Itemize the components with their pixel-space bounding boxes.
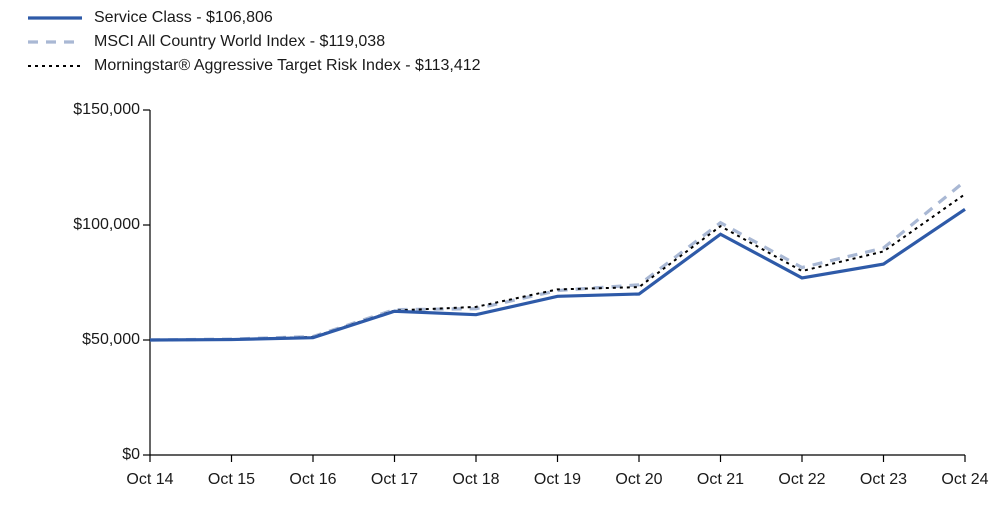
x-tick-label: Oct 21 [697,471,744,489]
legend-label: Morningstar® Aggressive Target Risk Inde… [94,57,481,75]
legend-item-morningstar_aggressive: Morningstar® Aggressive Target Risk Inde… [28,54,481,78]
x-tick-label: Oct 18 [452,471,499,489]
x-tick-label: Oct 15 [208,471,255,489]
chart-svg [0,90,1000,510]
x-tick-label: Oct 24 [941,471,988,489]
legend-swatch [28,30,82,54]
y-tick-label: $100,000 [20,216,140,234]
x-tick-label: Oct 14 [126,471,173,489]
y-tick-label: $150,000 [20,101,140,119]
legend-item-msci_acwi: MSCI All Country World Index - $119,038 [28,30,481,54]
x-tick-label: Oct 16 [289,471,336,489]
x-tick-label: Oct 23 [860,471,907,489]
series-msci_acwi [150,181,965,340]
y-tick-label: $0 [20,446,140,464]
x-tick-label: Oct 22 [778,471,825,489]
legend-label: Service Class - $106,806 [94,9,273,27]
x-tick-label: Oct 17 [371,471,418,489]
x-tick-label: Oct 19 [534,471,581,489]
legend-label: MSCI All Country World Index - $119,038 [94,33,385,51]
y-tick-label: $50,000 [20,331,140,349]
legend-swatch [28,54,82,78]
legend-swatch [28,6,82,30]
growth-chart: $0 $50,000 $100,000 $150,000 Oct 14 Oct 15 Oct… [0,90,1000,510]
chart-legend: Service Class - $106,806 MSCI All Country… [28,6,481,78]
legend-item-service_class: Service Class - $106,806 [28,6,481,30]
x-tick-label: Oct 20 [615,471,662,489]
series-morningstar_aggressive [150,194,965,340]
series-service_class [150,209,965,340]
